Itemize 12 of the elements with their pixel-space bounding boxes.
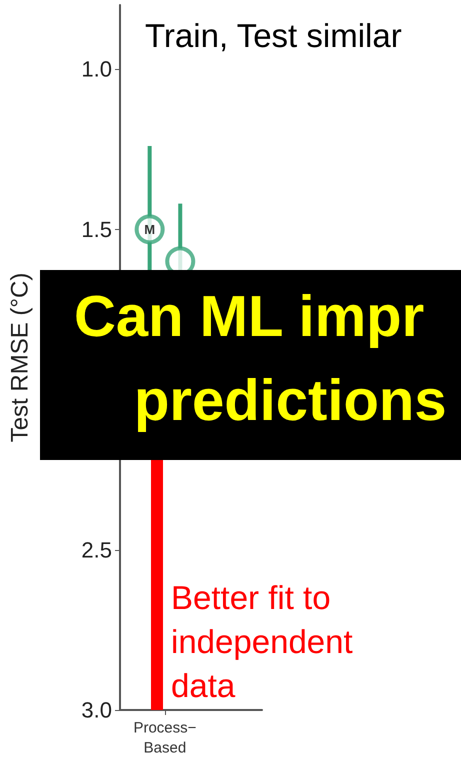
y-tick-label: 1.5 [81, 216, 112, 242]
annotation: predictions [134, 367, 447, 435]
banner: Can ML impr predictions [40, 270, 461, 460]
y-tick-label: 3.0 [81, 698, 112, 722]
y-tick-label: 1.0 [81, 56, 112, 82]
y-tick-label: 2.5 [81, 537, 112, 562]
chart-title: Train, Test similar [145, 17, 402, 54]
annotation: Can ML impr [74, 283, 424, 351]
annotation: Better fit to independent data [171, 578, 354, 706]
series-label: M [144, 222, 156, 237]
x-tick-label: Process− Based [133, 720, 197, 756]
y-axis-title: Test RMSE (°C) [6, 272, 34, 442]
